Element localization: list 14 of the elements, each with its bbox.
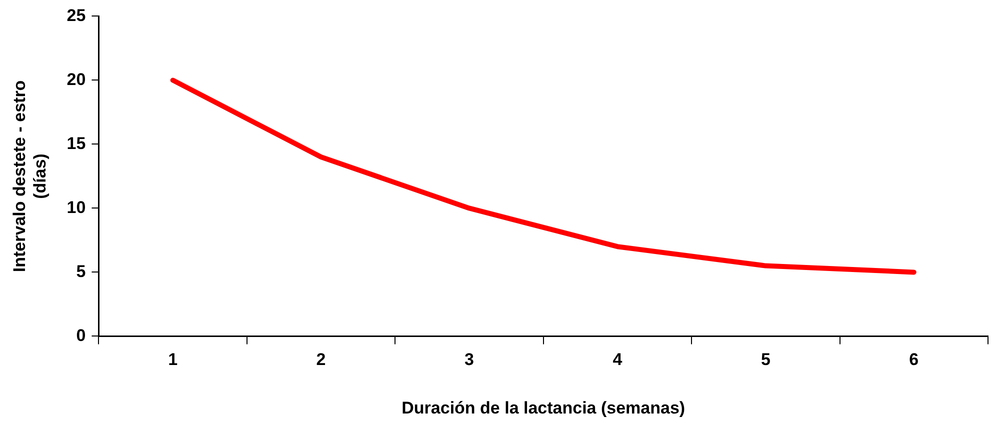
y-tick-label: 0 [76,326,86,345]
y-tick-label: 10 [66,198,86,217]
x-tick-label: 2 [316,350,326,370]
x-axis-title: Duración de la lactancia (semanas) [402,398,686,418]
x-tick-label: 1 [168,350,178,370]
y-tick-label: 25 [66,6,86,25]
y-tick-label: 15 [66,134,86,153]
y-tick-label: 5 [76,262,86,281]
x-tick-label: 4 [612,350,623,370]
x-tick-label: 5 [760,350,770,370]
y-tick-label: 20 [66,70,86,89]
y-axis-title: Intervalo destete - estro (días) [10,80,50,272]
x-tick-label: 6 [909,350,919,370]
x-tick-label: 3 [464,350,474,370]
